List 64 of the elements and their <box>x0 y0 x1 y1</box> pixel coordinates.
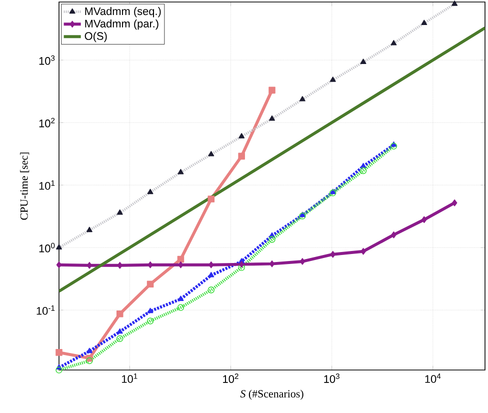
point <box>178 168 184 174</box>
point <box>299 96 306 102</box>
point <box>116 310 124 318</box>
y-tick-label: 10$^{3}$ <box>39 55 55 65</box>
point <box>56 349 62 356</box>
legend-label: MVadmm (seq.) <box>85 7 161 18</box>
x-axis-title: S (#Scenarios) <box>240 390 304 400</box>
point <box>391 231 396 238</box>
point <box>390 142 398 150</box>
point <box>238 152 245 160</box>
point <box>208 261 214 268</box>
point <box>116 335 124 342</box>
point <box>117 262 122 269</box>
point <box>178 261 184 268</box>
point <box>452 0 458 6</box>
y-tick-label: 10$^{2}$ <box>39 118 55 128</box>
point <box>421 20 428 26</box>
point <box>452 199 458 206</box>
point <box>177 304 184 311</box>
point <box>238 264 245 271</box>
point <box>330 76 336 82</box>
x-tick-label: 10$^{2}$ <box>223 374 238 383</box>
y-tick-label: 10$^{-1}$ <box>36 305 55 315</box>
point <box>177 256 184 263</box>
x-tick-label: 10$^{3}$ <box>324 374 340 383</box>
point <box>330 250 336 258</box>
point <box>390 40 397 46</box>
point <box>147 188 154 194</box>
point <box>238 260 244 268</box>
point <box>360 58 366 64</box>
point <box>116 209 123 215</box>
point <box>146 318 154 324</box>
point <box>269 115 275 121</box>
point <box>208 286 215 294</box>
point <box>56 366 62 374</box>
point <box>146 280 154 288</box>
point <box>269 260 275 268</box>
point <box>390 141 397 147</box>
legend-label: O(S) <box>84 32 107 42</box>
y-tick-label: 10$^{0}$ <box>39 242 55 252</box>
point <box>422 216 427 224</box>
point <box>86 262 92 269</box>
x-tick-label: 10$^{4}$ <box>425 374 441 383</box>
point <box>86 348 92 354</box>
y-tick-label: 10$^{1}$ <box>39 180 55 190</box>
point <box>360 248 366 255</box>
point <box>208 272 214 278</box>
point <box>360 167 367 174</box>
point <box>86 226 92 232</box>
point <box>178 296 184 301</box>
y-axis-title: CPU-time [sec] <box>20 152 30 220</box>
point <box>148 261 153 268</box>
point <box>147 308 154 314</box>
x-tick-label: 10$^{1}$ <box>122 374 138 383</box>
point <box>268 236 276 243</box>
point <box>238 133 245 138</box>
point <box>56 244 62 250</box>
point <box>208 150 214 156</box>
legend-label: MVadmm (par.) <box>85 19 158 30</box>
point <box>268 86 276 94</box>
point <box>86 357 93 364</box>
point <box>300 258 306 265</box>
point <box>208 196 215 202</box>
point <box>56 261 62 268</box>
